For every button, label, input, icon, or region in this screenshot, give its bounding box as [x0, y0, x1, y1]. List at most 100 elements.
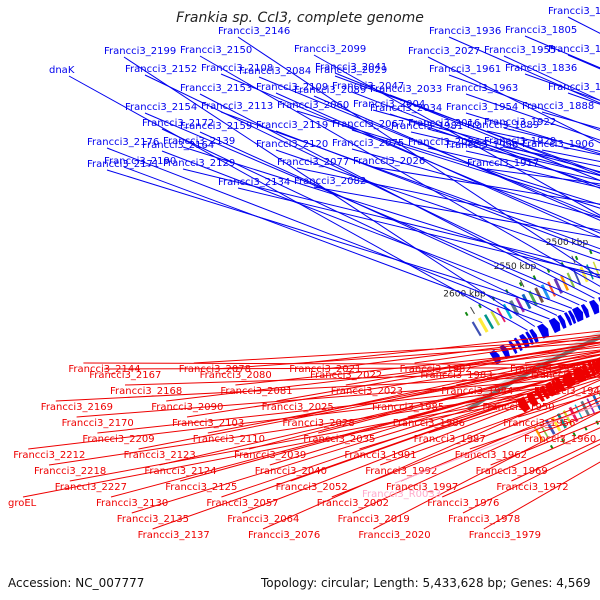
reverse-gene-label: Francci3_1962	[455, 450, 527, 461]
forward-gene-label: Francci3_2152	[125, 64, 197, 75]
forward-gene-label: Francci3_1961	[429, 64, 501, 75]
forward-leader-line	[524, 35, 600, 69]
forward-gene-label: Francci3_2113	[201, 101, 273, 112]
reverse-leader-line	[221, 368, 600, 498]
reverse-leader-line	[462, 443, 600, 514]
forward-gene-label: Francci3_1817	[548, 44, 600, 55]
cog-feature-outer	[490, 310, 501, 326]
reverse-gene-label: Francci3_2039	[234, 450, 306, 461]
forward-leader-line	[372, 166, 600, 205]
forward-gene-label: Francci3_1906	[522, 139, 594, 150]
forward-leader-line	[144, 74, 600, 295]
forward-gene-arrow	[499, 344, 511, 359]
kbp-tick	[470, 306, 475, 315]
forward-leader-line	[106, 147, 550, 320]
forward-leader-line	[296, 110, 600, 206]
reverse-gene-label: Francci3_1992	[365, 466, 437, 477]
reverse-gene-label: Francci3_2052	[276, 482, 348, 493]
reverse-gene-label: Francci3_2022	[310, 370, 382, 381]
reverse-gene-label: Francci3_2020	[358, 530, 430, 541]
forward-gene-label: Francci3_2199	[104, 46, 176, 57]
reverse-gene-label: Francci3_2023	[331, 386, 403, 397]
marker-tick-outer	[574, 255, 579, 261]
genome-summary: Topology: circular; Length: 5,433,628 bp…	[261, 576, 591, 590]
kbp-label: 2600 kbp	[443, 290, 486, 300]
forward-leader-line	[123, 56, 536, 327]
forward-leader-line	[275, 130, 600, 254]
forward-gene-arrow	[568, 310, 577, 324]
rna-leader-line	[394, 403, 600, 484]
forward-gene-label: Francci3_2060	[277, 100, 349, 111]
forward-gene-label: Francci3_1954	[446, 102, 518, 113]
reverse-gene-label: Francci3_2025	[262, 402, 334, 413]
reverse-leader-line	[331, 390, 600, 498]
reverse-leader-line	[48, 386, 573, 466]
reverse-gene-label: Francci3_2040	[255, 466, 327, 477]
forward-gene-label: Francci3_1867	[548, 82, 600, 93]
forward-leader-line	[123, 166, 543, 324]
forward-leader-line	[275, 92, 600, 238]
forward-leader-line	[313, 54, 600, 216]
forward-leader-line	[106, 169, 565, 313]
kbp-tick	[519, 279, 525, 288]
reverse-gene-label: Francci3_2209	[82, 434, 154, 445]
forward-leader-line	[199, 55, 600, 287]
reverse-gene-label: Francci3_1979	[469, 530, 541, 541]
reverse-leader-line	[414, 336, 600, 364]
reverse-leader-line	[124, 370, 600, 386]
forward-leader-line	[448, 74, 600, 131]
forward-gene-arrow	[529, 328, 539, 343]
cog-feature-outer	[553, 278, 563, 294]
reverse-leader-line	[297, 351, 600, 418]
forward-gene-label: Francci3_2153	[180, 83, 252, 94]
accession-label: Accession: NC_007777	[8, 576, 145, 590]
reverse-gene-label: Francci3_2123	[124, 450, 196, 461]
forward-gene-label: Francci3_2041	[315, 62, 387, 73]
reverse-gene-label: Francci3_1939	[510, 364, 582, 375]
reverse-gene-label: Francci3_1972	[496, 482, 568, 493]
reverse-gene-label: Francci3_1991	[344, 450, 416, 461]
forward-gene-label: Francci3_2171	[87, 159, 159, 170]
forward-gene-label: Francci3_2154	[125, 102, 197, 113]
forward-leader-line	[334, 72, 600, 182]
reverse-leader-line	[159, 362, 600, 466]
cog-feature-outer	[528, 290, 538, 307]
forward-gene-label: Francci3_1786	[548, 6, 600, 17]
reverse-gene-label: Francci3_2130	[96, 498, 168, 509]
cog-feature-outer	[477, 317, 489, 333]
cog-feature-outer	[540, 284, 551, 300]
reverse-gene-label: Francci3_2019	[338, 514, 410, 525]
forward-gene-label: Francci3_1889	[467, 120, 539, 131]
reverse-leader-line	[83, 362, 600, 366]
forward-leader-line	[199, 131, 580, 306]
forward-gene-label: Francci3_2016	[408, 118, 480, 129]
forward-gene-label: Francci3_2082	[294, 176, 366, 187]
forward-gene-arrow	[564, 312, 573, 326]
reverse-leader-line	[441, 427, 600, 498]
reverse-leader-line	[407, 365, 600, 418]
reverse-leader-line	[242, 374, 600, 514]
cog-feature-outer	[534, 287, 544, 303]
forward-gene-label: Francci3_2146	[218, 26, 290, 37]
forward-gene-label: Francci3_2034	[370, 103, 442, 114]
reverse-gene-label: Francci3_2028	[282, 418, 354, 429]
reverse-gene-label: Francci3_2135	[117, 514, 189, 525]
forward-gene-label: Francci3_2120	[256, 139, 328, 150]
marker-tick-outer	[478, 303, 482, 309]
forward-leader-line	[503, 55, 600, 101]
reverse-leader-line	[490, 420, 600, 466]
forward-gene-label: Francci3_1936	[429, 26, 501, 37]
reverse-leader-line	[511, 439, 600, 482]
reverse-gene-label: Francci3_1947	[534, 386, 600, 397]
reverse-gene-label: Francci3_2081	[220, 386, 292, 397]
forward-gene-label: Francci3_1805	[505, 25, 577, 36]
forward-leader-line	[351, 129, 600, 209]
forward-gene-arrow	[589, 299, 600, 315]
reverse-gene-label: Francci3_2064	[227, 514, 299, 525]
reverse-leader-line	[269, 364, 600, 466]
forward-gene-label: Francci3_2047	[332, 81, 404, 92]
reverse-gene-label: groEL	[8, 498, 37, 509]
forward-gene-label: Francci3_2159	[180, 121, 252, 132]
reverse-leader-line	[324, 334, 600, 370]
